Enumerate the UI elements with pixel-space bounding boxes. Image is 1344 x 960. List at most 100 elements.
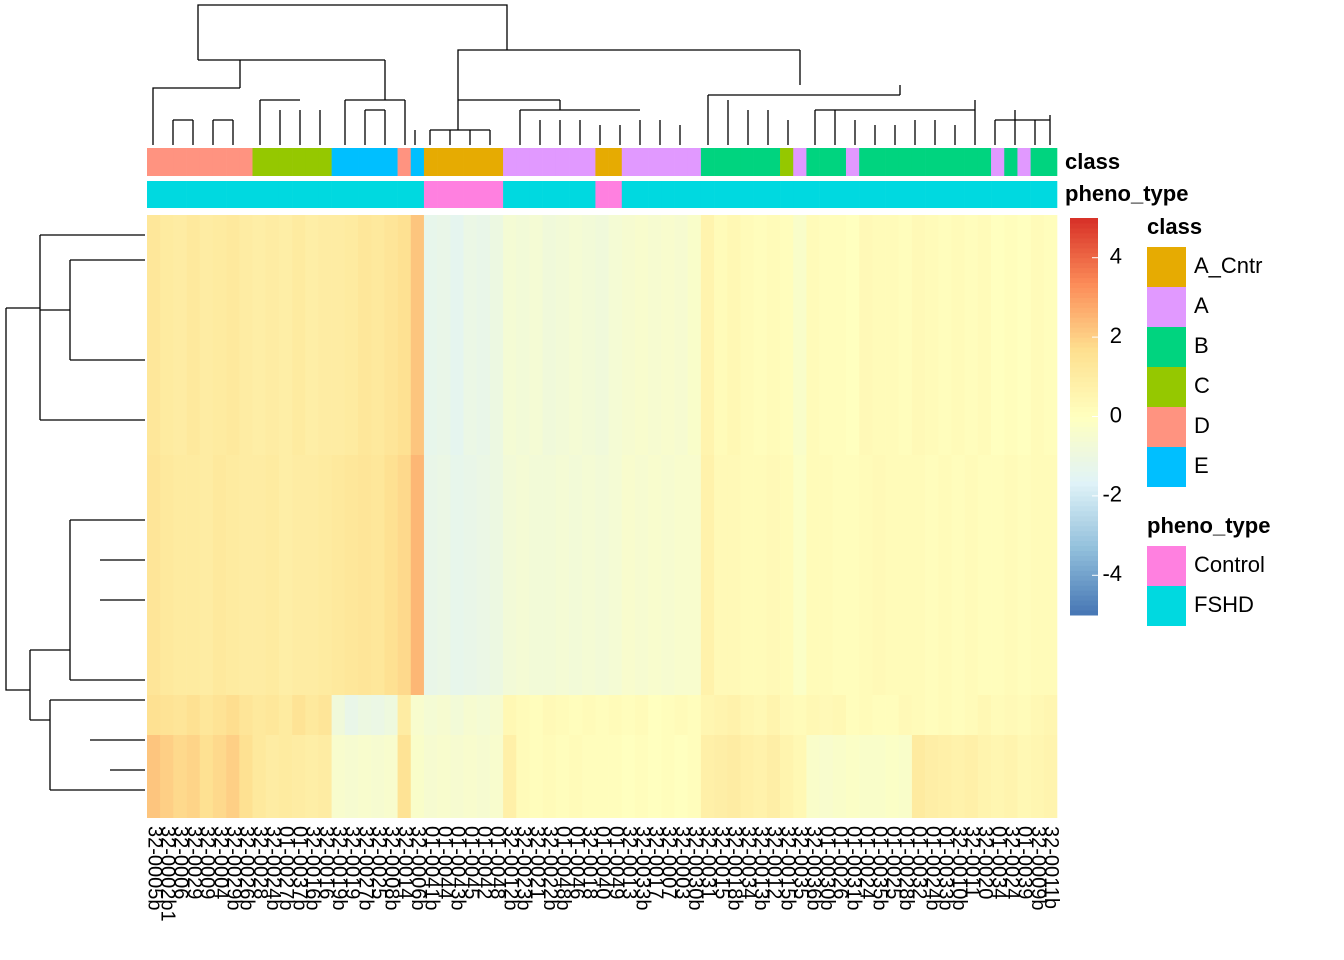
annotation-cell — [397, 181, 412, 208]
heatmap-cell — [845, 455, 860, 695]
heatmap-cell — [977, 215, 992, 455]
heatmap-cell — [569, 735, 583, 818]
heatmap-cell — [832, 215, 847, 455]
annotation-cell — [661, 148, 675, 176]
column-label: 32-0024 — [1001, 826, 1023, 899]
column-label: 01-0026 — [829, 826, 851, 899]
legend-swatch — [1147, 287, 1186, 327]
colorbar-label: 0 — [1110, 402, 1122, 427]
column-label: 32-0011 — [961, 826, 983, 898]
heatmap-cell — [147, 735, 161, 818]
heatmap-cell — [859, 215, 873, 455]
colorbar-step — [1070, 287, 1098, 293]
column-label: 01-0025 — [882, 826, 904, 899]
column-label: 32-0031 — [697, 826, 719, 899]
heatmap-cell — [199, 735, 214, 818]
column-label: 32-0007 — [658, 826, 680, 899]
heatmap-cell — [819, 695, 834, 735]
heatmap-cell — [358, 215, 372, 455]
annotation-cell — [674, 181, 689, 208]
colorbar-step — [1070, 337, 1098, 343]
heatmap-cell — [358, 455, 372, 695]
heatmap-cell — [437, 695, 451, 735]
heatmap-cell — [265, 455, 280, 695]
annotation-cell — [147, 148, 161, 176]
annotation-cell — [977, 181, 992, 208]
column-label: 32-0018 — [579, 826, 601, 899]
annotation-cell — [371, 148, 385, 176]
heatmap-cell — [832, 455, 847, 695]
heatmap-cell — [239, 695, 253, 735]
heatmap-cell — [503, 695, 517, 735]
heatmap-cell — [793, 215, 807, 455]
heatmap-cell — [608, 215, 623, 455]
heatmap-cell — [410, 695, 425, 735]
heatmap-cell — [239, 215, 253, 455]
heatmap-cell — [674, 455, 689, 695]
heatmap-cell — [410, 215, 425, 455]
annotation-cell — [885, 181, 900, 208]
annotation-cell — [714, 181, 728, 208]
heatmap-cell — [582, 695, 596, 735]
colorbar-step — [1070, 575, 1098, 581]
legend-swatch — [1147, 327, 1186, 367]
heatmap-cell — [265, 215, 280, 455]
heatmap-cell — [648, 215, 662, 455]
heatmap-cell — [529, 735, 543, 818]
heatmap-cell — [542, 455, 557, 695]
annotation-cell — [582, 148, 596, 176]
column-label: 32-0019b — [328, 826, 350, 911]
annotation-cell — [634, 148, 649, 176]
column-label: 32-0009b — [1027, 826, 1049, 911]
annotation-cell — [529, 181, 543, 208]
heatmap-cell — [358, 735, 372, 818]
column-label: 01-0033b — [935, 826, 957, 911]
annotation-cell — [226, 181, 240, 208]
heatmap-cell — [964, 455, 979, 695]
column-label: 01-0037b — [288, 826, 310, 911]
colorbar-step — [1070, 282, 1098, 288]
legend-swatch — [1147, 407, 1186, 447]
column-label: 32-0029 — [183, 826, 205, 899]
annotation-cell — [410, 148, 425, 176]
column-label: 32-0002b1 — [157, 826, 179, 922]
heatmap-cell — [582, 215, 596, 455]
colorbar-label: -2 — [1102, 482, 1122, 507]
annotation-cell — [1043, 148, 1058, 176]
heatmap-cell — [714, 455, 728, 695]
annotation-cell — [199, 148, 214, 176]
colorbar-label: 2 — [1110, 323, 1122, 348]
heatmap-cell — [595, 455, 609, 695]
legend-title: class — [1147, 214, 1202, 239]
annotation-cell — [265, 148, 280, 176]
colorbar-step — [1070, 406, 1098, 413]
heatmap-cell — [700, 215, 715, 455]
heatmap-cell — [199, 455, 214, 695]
heatmap-cell — [186, 215, 201, 455]
heatmap-cell — [1004, 215, 1018, 455]
colorbar-step — [1070, 451, 1098, 457]
annotation-cell — [911, 181, 926, 208]
column-label: 01-0048 — [486, 826, 508, 899]
heatmap-cell — [569, 455, 583, 695]
colorbar-label: -4 — [1102, 561, 1122, 586]
colorbar-step — [1070, 272, 1098, 279]
heatmap-cell — [226, 215, 240, 455]
heatmap-cell — [845, 735, 860, 818]
annotation-cell — [608, 181, 623, 208]
colorbar-step — [1070, 381, 1098, 388]
legend-swatch — [1147, 546, 1186, 586]
column-label: 01-0031b — [842, 826, 864, 911]
colorbar-step — [1070, 605, 1098, 611]
annotation-cell — [674, 148, 689, 176]
heatmap-cell — [885, 455, 900, 695]
heatmap-cell — [753, 215, 768, 455]
annotation-cell — [344, 181, 359, 208]
column-label: 32-0008b — [381, 826, 403, 911]
colorbar-step — [1070, 297, 1098, 303]
heatmap-cell — [766, 455, 781, 695]
column-label: 32-0026b — [236, 826, 258, 911]
annotation-cell — [845, 181, 860, 208]
heatmap-cell — [503, 455, 517, 695]
annotation-cell — [555, 181, 570, 208]
